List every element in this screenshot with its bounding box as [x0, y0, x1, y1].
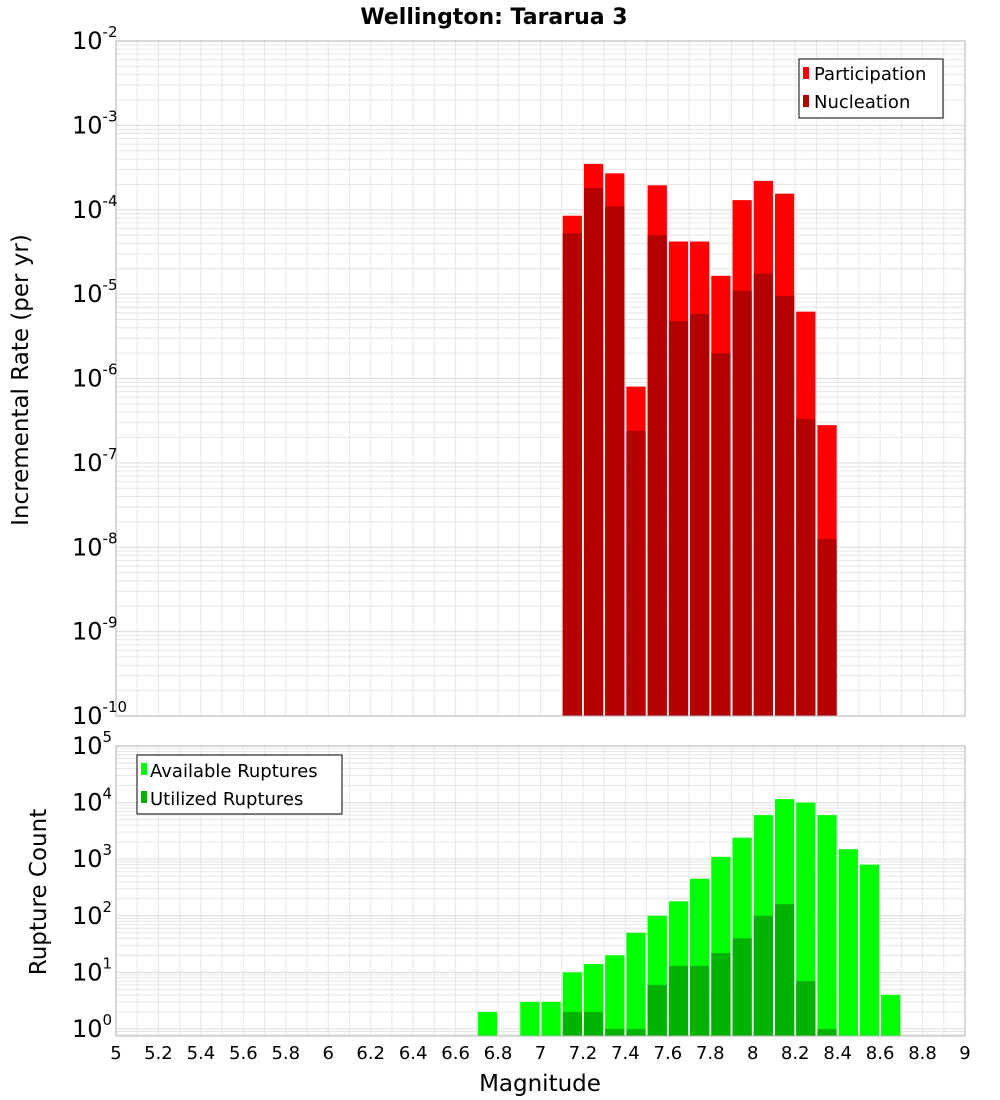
top-series2-bar	[796, 419, 816, 716]
top-y-tick-label: 10-6	[72, 361, 118, 393]
bottom-series2-bar	[668, 965, 689, 1036]
bottom-y-axis-label: Rupture Count	[26, 809, 52, 975]
bottom-series2-bar	[711, 952, 731, 1036]
available-ruptures-legend-swatch	[141, 763, 147, 775]
top-y-tick-label: 10-5	[72, 276, 118, 308]
bottom-series2-bar	[774, 904, 795, 1036]
top-series2-bar	[690, 314, 710, 716]
nucleation-legend-swatch	[803, 95, 809, 107]
bottom-series2-bar	[583, 1011, 604, 1036]
bottom-series1-bar	[838, 849, 858, 1036]
top-plot-gridlines	[115, 40, 966, 717]
top-series2-bar	[817, 539, 837, 716]
top-series2-bar	[626, 430, 646, 716]
bottom-series2-bar	[732, 938, 752, 1036]
bottom-series2-bar	[647, 984, 667, 1036]
x-tick-labels: 5 5.2 5.4 5.6 5.8 6 6.2 6.4 6.6 6.8 7 7.2 7.4 7.6 7.8 8…	[110, 1043, 970, 1064]
x-tick-label: 7	[535, 1043, 546, 1064]
utilized-ruptures-legend-swatch	[141, 791, 147, 803]
x-tick-label: 6.6	[441, 1043, 470, 1064]
utilized-ruptures-legend-label: Utilized Ruptures	[150, 789, 303, 810]
bottom-series1-bar	[477, 1011, 498, 1036]
bottom-y-tick-label: 100	[72, 1011, 112, 1043]
top-y-tick-label: 10-7	[72, 445, 118, 477]
top-y-tick-label: 10-2	[72, 23, 118, 55]
x-tick-label: 5.6	[229, 1043, 258, 1064]
bottom-plot-bars	[477, 799, 901, 1036]
x-tick-label: 5.8	[271, 1043, 300, 1064]
x-tick-label: 6.2	[356, 1043, 385, 1064]
x-tick-label: 8.2	[781, 1043, 810, 1064]
top-y-axis-label: Incremental Rate (per yr)	[8, 234, 34, 526]
bottom-series2-bar	[796, 981, 816, 1036]
bottom-y-tick-label: 103	[72, 841, 112, 873]
nucleation-legend-label: Nucleation	[814, 92, 910, 113]
bottom-series1-bar	[881, 994, 901, 1036]
bottom-series2-bar	[562, 1011, 582, 1036]
bottom-series1-bar	[817, 815, 837, 1036]
available-ruptures-legend-label: Available Ruptures	[150, 761, 318, 782]
participation-legend-swatch	[803, 67, 809, 79]
bottom-y-tick-label: 104	[72, 785, 112, 817]
top-series2-bar	[647, 235, 667, 716]
bottom-series2-bar	[817, 1028, 837, 1036]
bottom-y-tick-labels: 100 101 102 103 104 105	[72, 728, 112, 1043]
x-axis-label: Magnitude	[479, 1071, 601, 1097]
top-y-tick-label: 10-4	[72, 192, 118, 224]
x-tick-label: 8	[747, 1043, 758, 1064]
participation-legend-label: Participation	[814, 64, 926, 85]
bottom-plot-frame	[115, 745, 966, 1037]
bottom-series1-bar	[520, 1001, 540, 1036]
top-plot-bars	[562, 163, 837, 717]
top-series2-bar	[605, 206, 625, 716]
x-tick-label: 7.8	[696, 1043, 725, 1064]
top-series2-bar	[774, 296, 795, 716]
top-y-tick-label: 10-10	[72, 698, 127, 730]
x-tick-label: 5.2	[144, 1043, 173, 1064]
bottom-series1-bar	[605, 955, 625, 1036]
x-tick-label: 8.6	[866, 1043, 895, 1064]
x-tick-label: 6	[323, 1043, 334, 1064]
bottom-series2-bar	[690, 965, 710, 1036]
x-tick-label: 8.4	[823, 1043, 852, 1064]
bottom-series2-bar	[753, 915, 773, 1036]
bottom-series1-bar	[796, 802, 816, 1036]
x-tick-label: 7.4	[611, 1043, 640, 1064]
x-tick-label: 7.6	[654, 1043, 683, 1064]
x-tick-label: 6.8	[484, 1043, 513, 1064]
bottom-series1-bar	[626, 932, 646, 1036]
x-tick-label: 9	[959, 1043, 970, 1064]
top-series2-bar	[711, 353, 731, 716]
x-tick-label: 6.4	[399, 1043, 428, 1064]
x-tick-label: 5.4	[187, 1043, 216, 1064]
bottom-y-tick-label: 105	[72, 728, 112, 760]
top-series2-bar	[668, 321, 689, 716]
x-tick-label: 8.8	[908, 1043, 937, 1064]
top-plot-frame	[115, 40, 966, 717]
bottom-y-tick-label: 102	[72, 898, 112, 930]
top-y-tick-labels: 10-10 10-9 10-8 10-7 10-6 10-5 10-4 10-3 10-2	[72, 23, 127, 730]
top-y-tick-label: 10-9	[72, 614, 118, 646]
bottom-series1-bar	[859, 864, 880, 1036]
top-series2-bar	[583, 188, 604, 717]
chart-title: Wellington: Tararua 3	[360, 5, 627, 30]
bottom-series1-bar	[541, 1001, 561, 1036]
top-legend-box	[798, 58, 944, 119]
x-tick-label: 7.2	[569, 1043, 598, 1064]
bottom-y-tick-label: 101	[72, 954, 112, 986]
top-series2-bar	[753, 273, 773, 716]
top-legend: Participation Nucleation	[798, 58, 944, 119]
bottom-series2-bar	[626, 1028, 646, 1036]
top-y-tick-label: 10-3	[72, 107, 118, 139]
top-series2-bar	[732, 290, 752, 716]
bottom-series2-bar	[605, 1028, 625, 1036]
bottom-legend: Available Ruptures Utilized Ruptures	[136, 754, 343, 815]
bottom-legend-box	[136, 754, 343, 815]
x-tick-label: 5	[110, 1043, 121, 1064]
top-y-tick-label: 10-8	[72, 529, 118, 561]
top-series2-bar	[562, 233, 582, 716]
